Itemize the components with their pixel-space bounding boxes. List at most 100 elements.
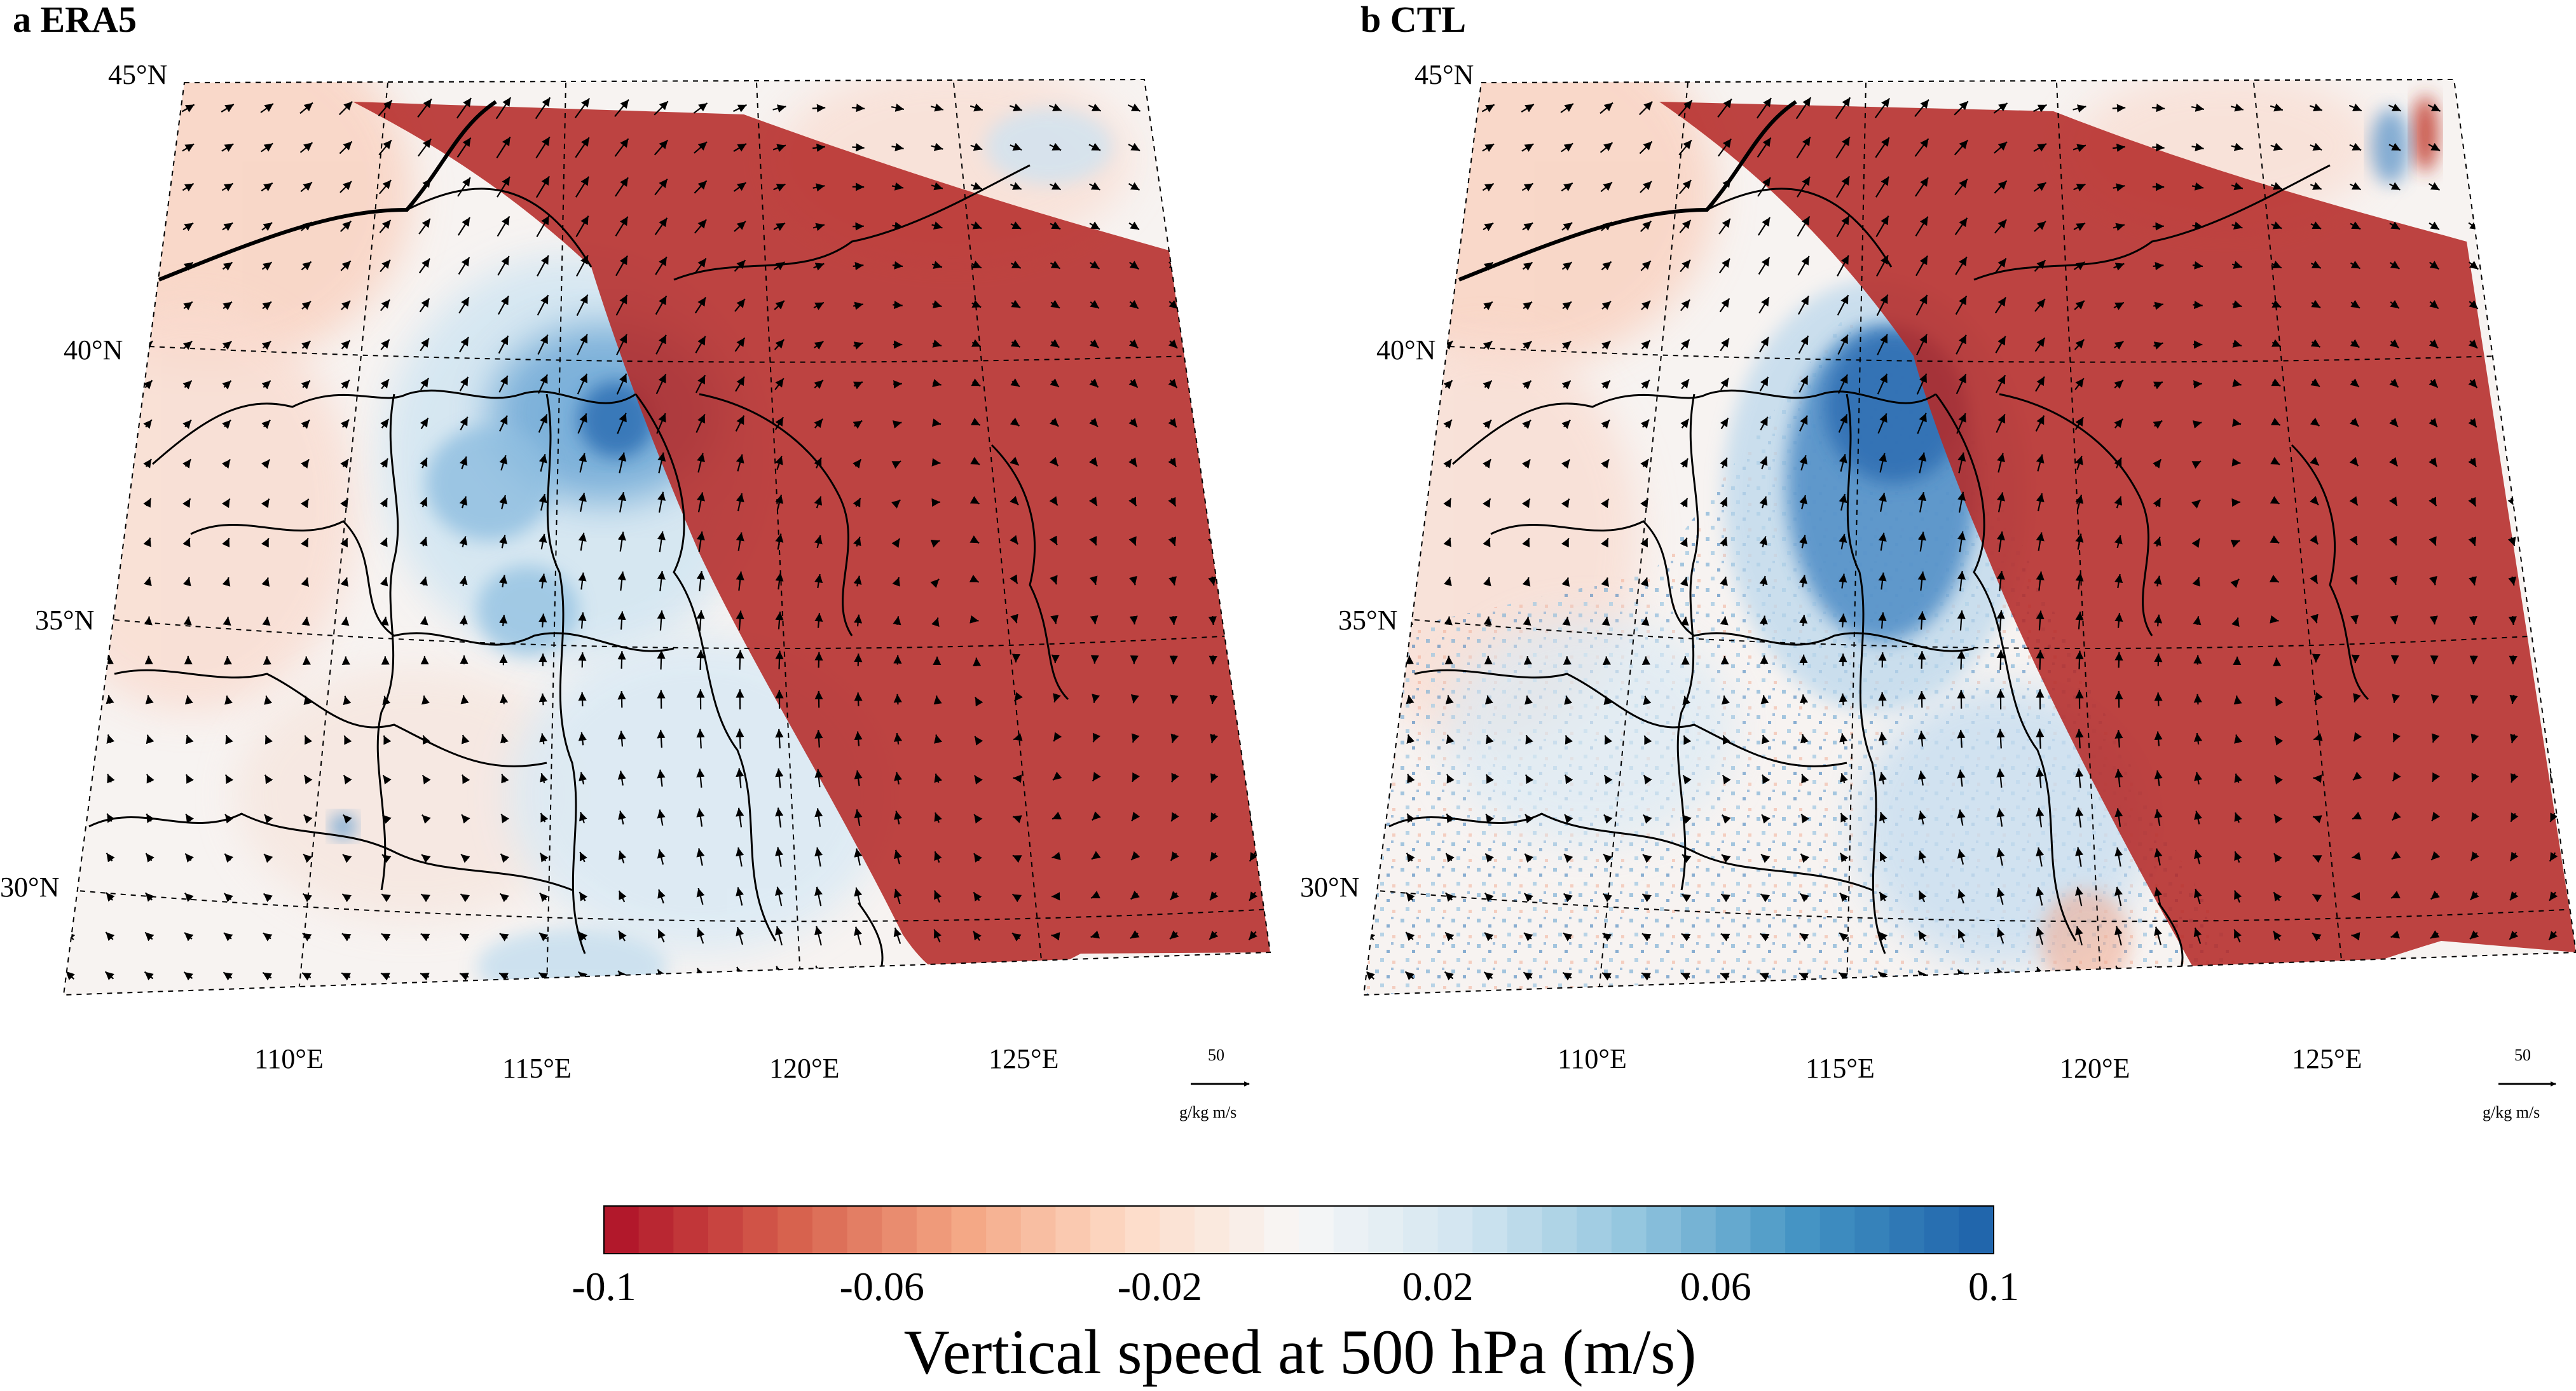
wind-vector-arrow bbox=[1211, 498, 1215, 507]
wind-vector-arrow bbox=[67, 853, 73, 861]
colorbar-cell bbox=[1750, 1206, 1785, 1254]
wind-vector-arrow bbox=[68, 498, 72, 506]
wind-vector-arrow bbox=[1407, 459, 1412, 467]
colorbar-cell bbox=[1438, 1206, 1473, 1254]
wind-vector-arrow bbox=[1404, 223, 1415, 230]
wind-vector-arrow bbox=[1247, 144, 1258, 151]
wind-vector-arrow bbox=[104, 223, 114, 230]
colorbar-cell bbox=[1959, 1206, 1994, 1254]
wind-vector-arrow bbox=[1365, 183, 1376, 190]
wind-vector-arrow bbox=[1404, 144, 1415, 151]
wind-vector-arrow bbox=[106, 420, 112, 427]
wind-vector-arrow bbox=[1208, 223, 1218, 230]
wind-vector-arrow bbox=[2550, 458, 2555, 467]
wind-vector-arrow bbox=[108, 577, 110, 585]
wind-vector-arrow bbox=[1170, 972, 1178, 978]
colorbar-cell bbox=[847, 1206, 882, 1254]
wind-vector-arrow bbox=[934, 502, 940, 503]
wind-vector-arrow bbox=[67, 380, 74, 388]
colorbar-tick-label: -0.02 bbox=[1118, 1264, 1202, 1309]
colorbar-cell bbox=[1055, 1206, 1090, 1254]
wind-vector-arrow bbox=[104, 184, 115, 191]
wind-vector-arrow bbox=[779, 651, 780, 669]
wind-vector-arrow bbox=[856, 966, 861, 985]
colorbar-cell bbox=[1090, 1206, 1125, 1254]
wind-vector-arrow bbox=[143, 144, 154, 151]
wind-vector-arrow bbox=[1249, 971, 1256, 980]
wind-vector-arrow bbox=[2550, 419, 2556, 428]
panel-a-map-field bbox=[6, 13, 1271, 1004]
wind-vector-arrow bbox=[306, 657, 307, 664]
colorbar-cells bbox=[604, 1206, 1994, 1254]
wind-vector-arrow bbox=[1367, 380, 1374, 388]
panel-b-map-field bbox=[1310, 13, 2576, 995]
wind-vector-arrow bbox=[2312, 972, 2320, 978]
colorbar-cell bbox=[1889, 1206, 1924, 1254]
wind-vector-arrow bbox=[1250, 458, 1255, 467]
panel-b-ctl: b CTL 45°N 40°N 35°N 30°N 110°E 115°E 12… bbox=[1300, 0, 2576, 1121]
wind-vector-arrow bbox=[858, 692, 859, 706]
wind-vector-arrow bbox=[2234, 502, 2240, 503]
colorbar-cell bbox=[1403, 1206, 1438, 1254]
wind-vector-arrow bbox=[740, 650, 741, 669]
wind-vector-arrow bbox=[1251, 734, 1254, 743]
wind-vector-arrow bbox=[1249, 380, 1256, 388]
wind-vector-arrow bbox=[1212, 537, 1215, 546]
wind-vector-arrow bbox=[934, 968, 940, 982]
wind-vector-arrow bbox=[1367, 853, 1373, 861]
wind-vector-arrow bbox=[2468, 105, 2480, 112]
wind-vector-arrow bbox=[542, 694, 543, 705]
wind-vector-arrow bbox=[1369, 734, 1371, 743]
wind-vector-arrow bbox=[69, 577, 71, 586]
panel-a-lon-label-120: 120°E bbox=[769, 1053, 839, 1084]
wind-vector-arrow bbox=[105, 301, 113, 308]
wind-vector-arrow bbox=[1406, 380, 1413, 388]
wind-vector-arrow bbox=[1367, 458, 1373, 467]
wind-vector-arrow bbox=[934, 462, 941, 463]
colorbar-cell bbox=[778, 1206, 812, 1254]
colorbar-cell bbox=[639, 1206, 674, 1254]
colorbar-cell bbox=[952, 1206, 987, 1254]
wind-vector-arrow bbox=[69, 695, 71, 704]
panel-a-era5: a ERA5 45°N 40°N 35°N 30°N 110°E 115°E 1… bbox=[0, 0, 1271, 1121]
wind-vector-arrow bbox=[1366, 301, 1374, 309]
wind-vector-arrow bbox=[858, 654, 859, 666]
wind-vector-arrow bbox=[108, 538, 111, 546]
panel-b-lat-label-35: 35°N bbox=[1338, 605, 1397, 636]
wind-vector-arrow bbox=[1250, 774, 1254, 783]
wind-vector-arrow bbox=[853, 226, 864, 227]
wind-vector-arrow bbox=[2509, 301, 2517, 309]
wind-vector-arrow bbox=[1212, 616, 1213, 625]
wind-vector-arrow bbox=[65, 223, 75, 230]
wind-vector-arrow bbox=[1406, 420, 1412, 427]
colorbar-cell bbox=[812, 1206, 847, 1254]
wind-vector-arrow bbox=[2551, 734, 2554, 743]
wind-vector-arrow bbox=[1405, 301, 1413, 308]
wind-vector-arrow bbox=[2511, 458, 2516, 467]
wind-vector-arrow bbox=[1051, 974, 1060, 976]
wind-vector-arrow bbox=[973, 970, 980, 980]
colorbar-cell bbox=[1125, 1206, 1160, 1254]
wind-vector-arrow bbox=[1368, 813, 1373, 821]
wind-vector-arrow bbox=[1250, 498, 1254, 507]
colorbar-cell bbox=[1334, 1206, 1369, 1254]
wind-vector-arrow bbox=[2153, 226, 2164, 227]
wind-vector-arrow bbox=[1168, 223, 1179, 230]
panel-b-lat-label-40: 40°N bbox=[1376, 334, 1435, 366]
colorbar-cell bbox=[1785, 1206, 1820, 1254]
colorbar-cell bbox=[986, 1206, 1021, 1254]
panel-b-lat-label-45: 45°N bbox=[1415, 59, 1474, 90]
wind-vector-arrow bbox=[105, 262, 114, 269]
panel-a-lat-label-45: 45°N bbox=[108, 59, 167, 90]
panel-a-ref-unit: g/kg m/s bbox=[1179, 1103, 1237, 1121]
wind-vector-arrow bbox=[1247, 223, 1257, 231]
wind-vector-arrow bbox=[1209, 301, 1217, 309]
wind-vector-arrow bbox=[1366, 262, 1374, 270]
wind-vector-arrow bbox=[69, 537, 72, 546]
wind-vector-arrow bbox=[69, 734, 71, 743]
wind-vector-arrow bbox=[2509, 262, 2518, 270]
wind-vector-arrow bbox=[1364, 104, 1376, 111]
wind-vector-arrow bbox=[1090, 975, 1099, 976]
wind-vector-arrow bbox=[1251, 537, 1254, 546]
